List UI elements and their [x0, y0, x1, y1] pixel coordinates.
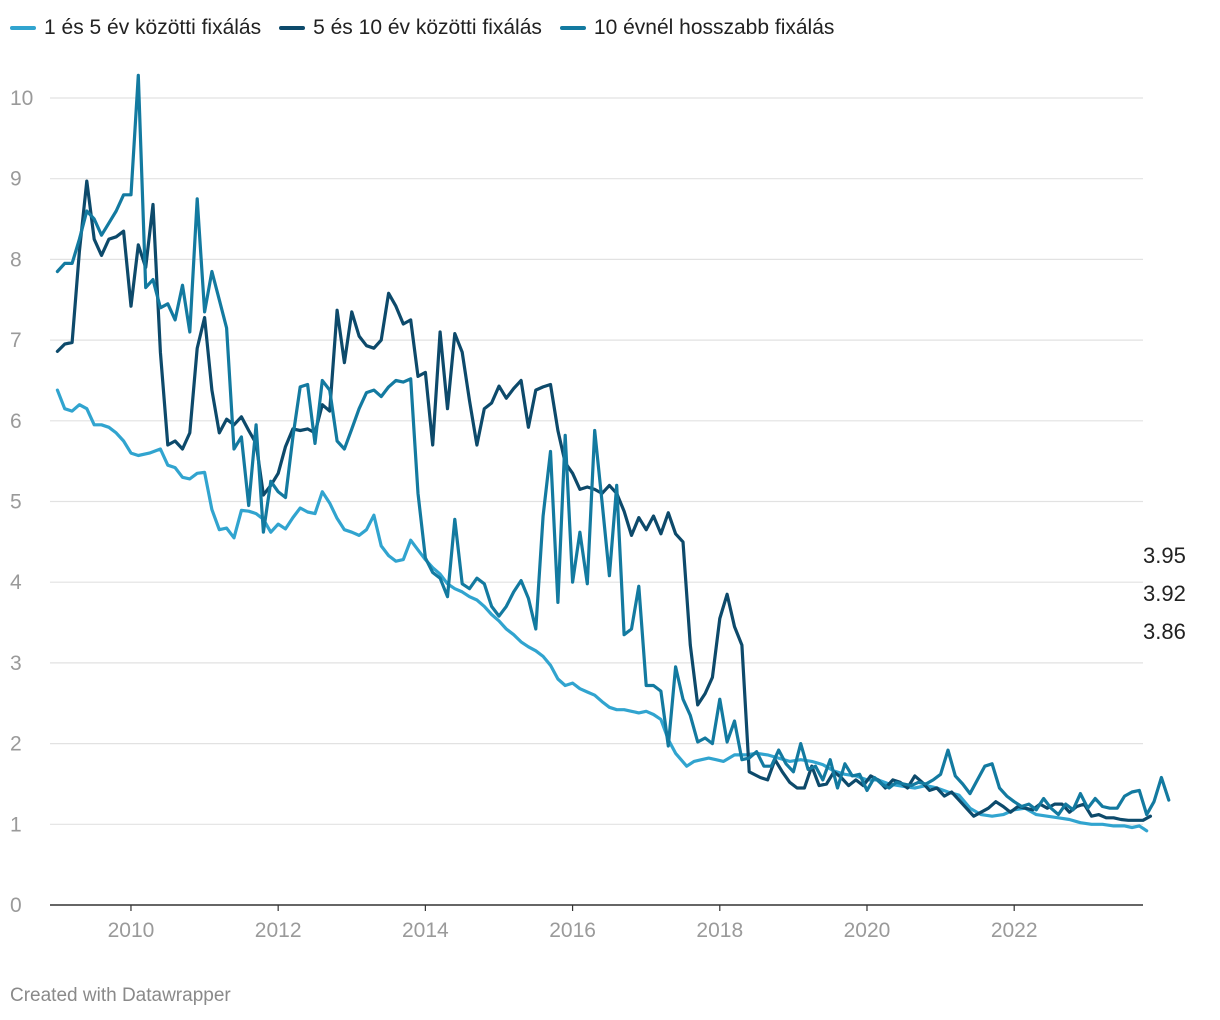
end-label-series-2: 3.86 [1143, 619, 1186, 644]
chart-legend: 1 és 5 év közötti fixálás 5 és 10 év köz… [10, 16, 834, 40]
y-tick-label-0: 0 [10, 894, 22, 917]
legend-swatch-series-2 [279, 26, 306, 30]
y-tick-label-7: 7 [10, 329, 22, 352]
x-tick-label-2014: 2014 [402, 919, 449, 942]
series-line-3 [55, 73, 1171, 817]
legend-item-series-1[interactable]: 1 és 5 év közötti fixálás [10, 16, 261, 40]
legend-label-series-1: 1 és 5 év közötti fixálás [44, 16, 262, 39]
y-tick-label-5: 5 [10, 491, 22, 514]
legend-label-series-3: 10 évnél hosszabb fixálás [593, 16, 835, 39]
legend-swatch-series-1 [10, 26, 36, 30]
x-tick-label-2018: 2018 [696, 919, 743, 942]
x-tick-label-2020: 2020 [844, 919, 891, 942]
x-tick-label-2012: 2012 [255, 919, 302, 942]
legend-swatch-series-3 [559, 26, 586, 30]
y-tick-label-8: 8 [10, 248, 22, 271]
y-tick-label-6: 6 [10, 410, 22, 433]
x-tick-label-2022: 2022 [991, 919, 1038, 942]
y-tick-label-1: 1 [10, 813, 22, 836]
y-tick-label-2: 2 [10, 733, 22, 756]
series-line-2 [55, 179, 1152, 822]
legend-label-series-2: 5 és 10 év közötti fixálás [313, 16, 542, 39]
y-tick-label-10: 10 [10, 87, 33, 110]
y-tick-label-9: 9 [10, 168, 22, 191]
legend-item-series-2[interactable]: 5 és 10 év közötti fixálás [279, 16, 542, 40]
end-label-series-1: 3.95 [1143, 543, 1186, 568]
end-label-series-3: 3.92 [1143, 581, 1186, 606]
y-tick-label-4: 4 [10, 571, 22, 594]
legend-item-series-3[interactable]: 10 évnél hosszabb fixálás [559, 16, 835, 40]
series-line-1 [55, 388, 1149, 833]
x-tick-label-2010: 2010 [108, 919, 155, 942]
footer-credit[interactable]: Created with Datawrapper [10, 985, 231, 1006]
y-tick-label-3: 3 [10, 652, 22, 675]
x-tick-label-2016: 2016 [549, 919, 596, 942]
